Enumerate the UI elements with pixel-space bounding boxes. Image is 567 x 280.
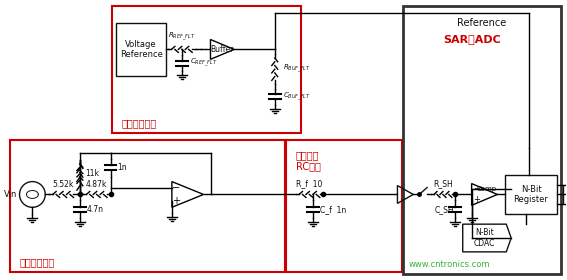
Text: www.cntronics.com: www.cntronics.com — [409, 260, 490, 269]
Text: Voltage
Reference: Voltage Reference — [120, 40, 163, 59]
Text: $C_{BUF\_FLT}$: $C_{BUF\_FLT}$ — [283, 91, 311, 103]
Text: +: + — [473, 195, 480, 204]
Text: $C_{REF\_FLT}$: $C_{REF\_FLT}$ — [190, 57, 217, 69]
Text: C_SH: C_SH — [435, 205, 455, 214]
Text: −: − — [172, 183, 180, 193]
Bar — [286, 140, 403, 272]
Text: $R_{BUF\_FLT}$: $R_{BUF\_FLT}$ — [283, 63, 311, 75]
Text: 抗混叠滤波器: 抗混叠滤波器 — [19, 257, 55, 267]
Text: Buffer: Buffer — [211, 45, 234, 54]
Text: C_f  1n: C_f 1n — [320, 205, 346, 214]
Text: $R_{REF\_FLT}$: $R_{REF\_FLT}$ — [168, 31, 196, 43]
Text: N-Bit
CDAC: N-Bit CDAC — [474, 228, 495, 248]
Bar — [116, 23, 166, 76]
Text: 输入驱动
RC电路: 输入驱动 RC电路 — [295, 150, 320, 172]
Text: Comp: Comp — [476, 186, 497, 192]
Text: R_f  10: R_f 10 — [296, 179, 323, 188]
Text: N-Bit
Register: N-Bit Register — [514, 185, 548, 204]
Text: 4.87k: 4.87k — [86, 179, 107, 188]
Text: 5.52k: 5.52k — [52, 179, 74, 188]
Text: 基准驱动电路: 基准驱动电路 — [121, 118, 156, 128]
Text: SAR型ADC: SAR型ADC — [443, 34, 501, 44]
Text: +: + — [172, 196, 180, 206]
Bar — [505, 175, 557, 214]
Text: 1n: 1n — [117, 163, 127, 172]
Bar — [112, 6, 302, 133]
Bar — [10, 140, 285, 272]
Text: Reference: Reference — [458, 18, 507, 28]
Text: 4.7n: 4.7n — [87, 205, 104, 214]
Text: R_SH: R_SH — [433, 179, 453, 188]
Text: Vin: Vin — [4, 190, 18, 199]
Bar — [403, 6, 561, 274]
Text: 11k: 11k — [85, 169, 99, 178]
Text: −: − — [473, 185, 480, 193]
